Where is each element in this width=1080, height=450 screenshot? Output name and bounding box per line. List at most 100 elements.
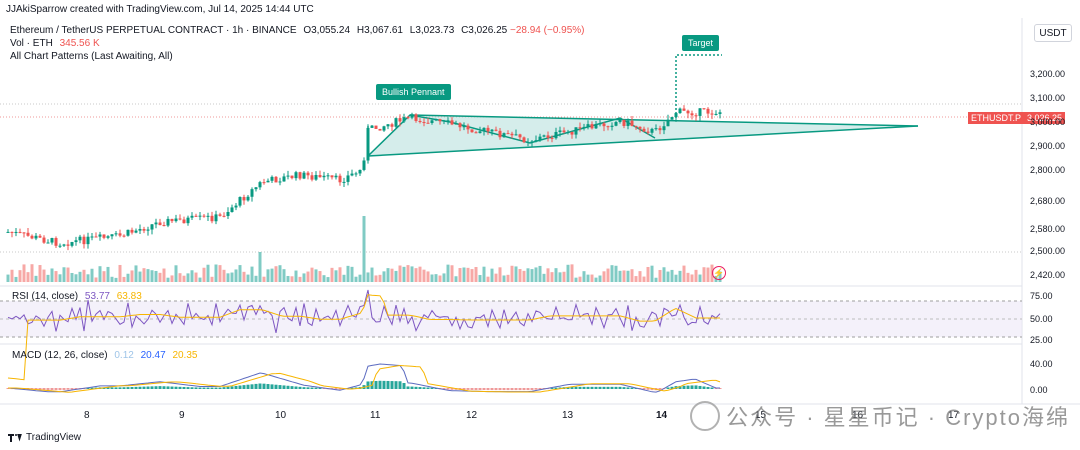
time-axis-tick: 8 <box>84 410 90 421</box>
candle-body <box>22 232 26 234</box>
candle-body <box>586 124 590 127</box>
volume-bar <box>102 271 106 282</box>
candle-body <box>690 113 694 116</box>
volume-bar <box>362 216 366 282</box>
macd-hist-bar <box>618 386 622 389</box>
macd-hist-bar <box>302 387 306 389</box>
volume-bar <box>22 264 26 282</box>
wechat-icon <box>690 401 721 431</box>
macd-hist-value: 0.12 <box>114 350 134 361</box>
macd-hist-bar <box>190 387 194 389</box>
volume-bar <box>674 274 678 282</box>
macd-hist-bar <box>42 388 46 391</box>
candle-body <box>34 235 38 239</box>
macd-hist-bar <box>570 386 574 389</box>
volume-bar <box>282 269 286 282</box>
macd-hist-bar <box>138 386 142 389</box>
macd-hist-bar <box>574 386 578 389</box>
symbol-row[interactable]: Ethereum / TetherUS PERPETUAL CONTRACT ·… <box>10 24 585 37</box>
volume-bar <box>474 266 478 282</box>
candle-body <box>542 135 546 137</box>
candle-body <box>374 125 378 129</box>
macd-hist-bar <box>94 387 98 389</box>
rsi-legend[interactable]: RSI (14, close) 53.77 63.83 <box>12 291 142 302</box>
volume-bar <box>526 268 530 282</box>
macd-hist-bar <box>498 388 502 391</box>
macd-hist-bar <box>462 388 466 390</box>
candle-body <box>466 125 470 130</box>
macd-hist-bar <box>366 381 370 389</box>
volume-bar <box>498 267 502 282</box>
volume-bar <box>502 275 506 282</box>
candle-body <box>442 120 446 122</box>
candle-body <box>110 234 114 237</box>
volume-bar <box>702 267 706 282</box>
macd-hist-bar <box>682 385 686 389</box>
volume-bar <box>66 267 70 282</box>
patterns-row[interactable]: All Chart Patterns (Last Awaiting, All) <box>10 50 585 63</box>
ohlc-close: C3,026.25 <box>461 25 508 36</box>
macd-hist-bar <box>614 386 618 389</box>
volume-bar <box>510 265 514 282</box>
volume-bar <box>602 271 606 282</box>
currency-selector[interactable]: USDT <box>1034 24 1072 42</box>
candle-body <box>254 187 258 190</box>
macd-hist-bar <box>470 388 474 390</box>
symbol-title[interactable]: Ethereum / TetherUS PERPETUAL CONTRACT ·… <box>10 25 297 36</box>
macd-hist-bar <box>466 388 470 390</box>
macd-legend[interactable]: MACD (12, 26, close) 0.12 20.47 20.35 <box>12 350 197 361</box>
volume-bar <box>666 271 670 282</box>
volume-bar <box>154 270 158 282</box>
pennant-label[interactable]: Bullish Pennant <box>376 84 451 100</box>
macd-hist-bar <box>334 388 338 390</box>
pennant-upper-line <box>409 114 919 127</box>
candle-body <box>574 127 578 135</box>
volume-bar <box>690 274 694 282</box>
volume-bar <box>706 267 710 282</box>
volume-bar <box>394 270 398 282</box>
volume-bar <box>514 266 518 282</box>
macd-hist-bar <box>314 387 318 389</box>
candle-body <box>538 136 542 141</box>
candle-body <box>78 236 82 241</box>
volume-bar <box>86 274 90 282</box>
lightning-icon[interactable]: ⚡ <box>712 266 726 280</box>
volume-bar <box>286 275 290 282</box>
macd-value: 20.47 <box>140 350 166 361</box>
volume-bar <box>562 271 566 282</box>
candle-body <box>486 127 490 132</box>
macd-hist-bar <box>666 387 670 389</box>
candle-body <box>290 175 294 179</box>
tradingview-footer[interactable]: TradingView <box>8 432 81 443</box>
candle-body <box>138 228 142 231</box>
volume-bar <box>358 274 362 282</box>
target-label[interactable]: Target <box>682 35 720 51</box>
candle-body <box>502 133 506 138</box>
candle-body <box>66 244 70 246</box>
volume-bar <box>238 265 242 282</box>
volume-bar <box>426 271 430 282</box>
candle-body <box>150 224 154 230</box>
volume-bar <box>98 266 102 282</box>
candle-body <box>702 108 706 110</box>
volume-row[interactable]: Vol · ETH 345.56 K <box>10 37 585 50</box>
volume-bar <box>302 273 306 282</box>
candle-body <box>622 119 626 126</box>
candle-body <box>698 108 702 116</box>
volume-bar <box>62 267 66 282</box>
candle-body <box>410 114 414 118</box>
volume-bar <box>298 276 302 282</box>
volume-bar <box>134 265 138 282</box>
candle-body <box>350 173 354 176</box>
volume-bar <box>346 265 350 282</box>
candle-body <box>434 119 438 121</box>
candle-body <box>358 169 362 174</box>
macd-hist-bar <box>550 387 554 389</box>
candle-body <box>386 124 390 127</box>
candle-body <box>498 130 502 138</box>
candle-body <box>58 245 62 247</box>
macd-hist-bar <box>382 380 386 389</box>
time-axis-tick: 12 <box>466 410 478 421</box>
volume-bar <box>14 276 18 282</box>
